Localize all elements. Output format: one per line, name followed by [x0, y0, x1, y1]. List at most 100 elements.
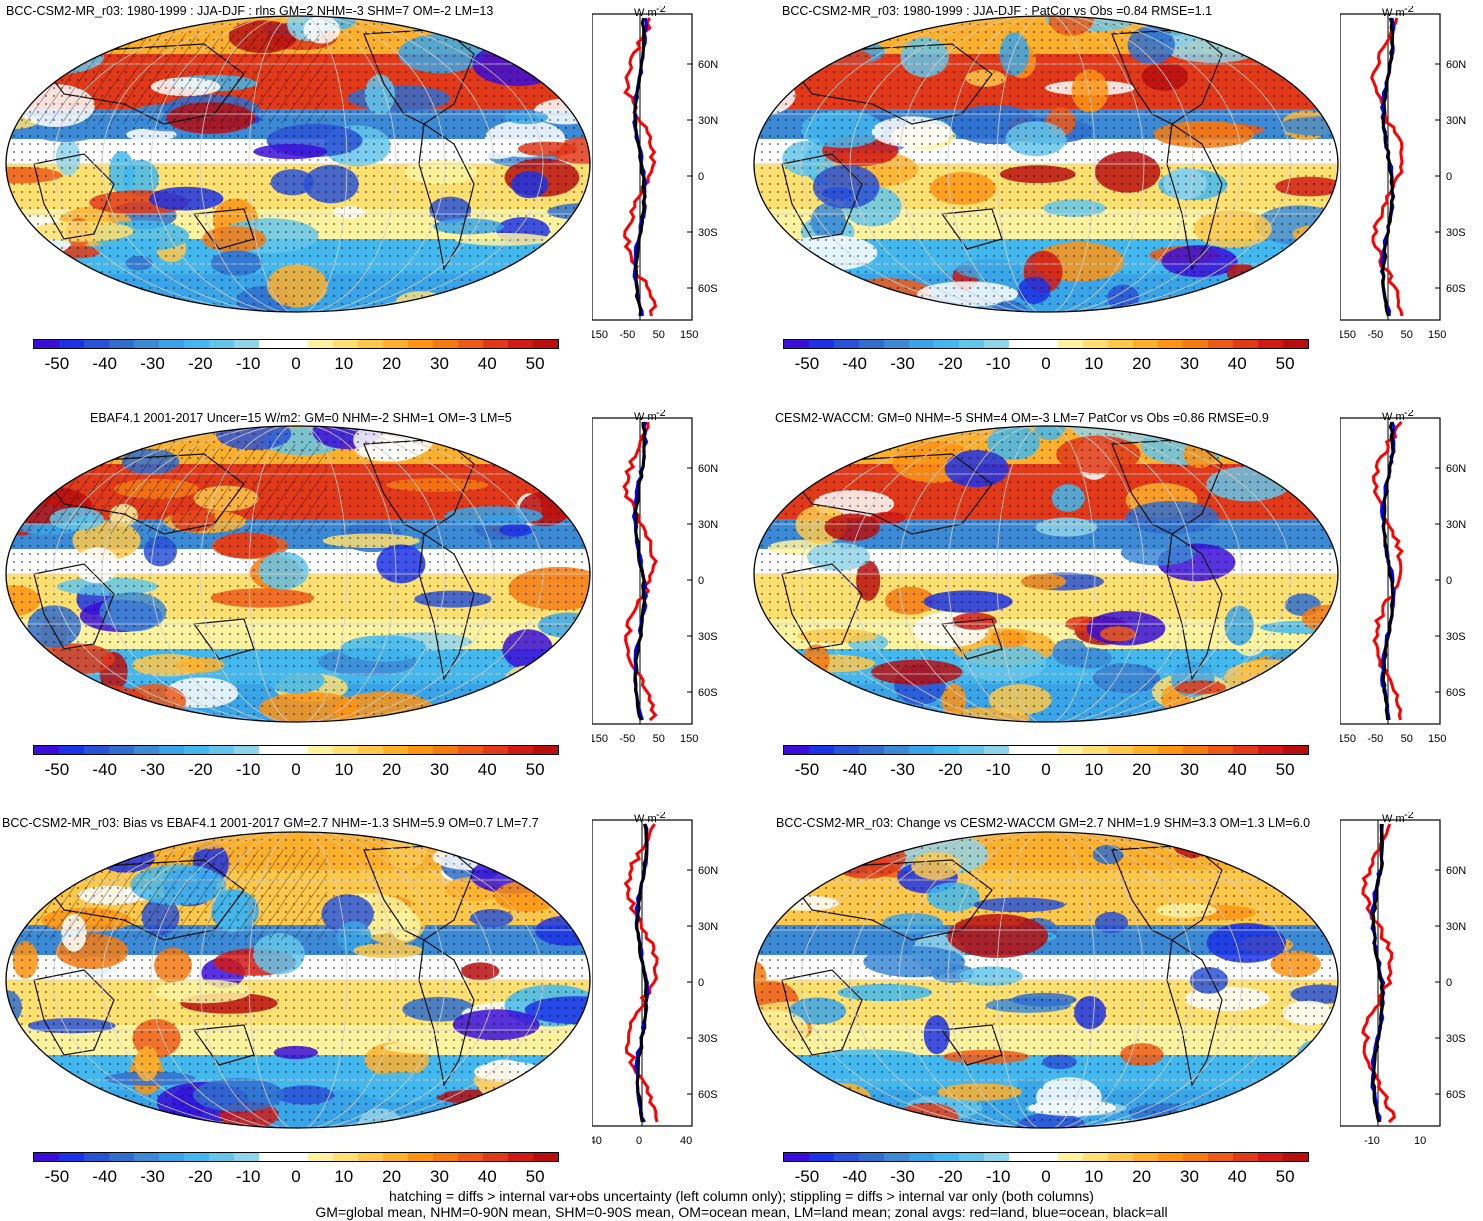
zonal-x-tick-label: -50	[619, 733, 635, 745]
colorbar-swatch	[1258, 746, 1284, 754]
colorbar-swatch	[308, 746, 334, 754]
colorbar-swatch	[1083, 340, 1109, 348]
colorbar-swatch	[1183, 1153, 1209, 1161]
colorbar-tick-label: -40	[92, 760, 118, 779]
colorbar-tick-label: -50	[44, 354, 70, 373]
colorbar-swatch	[508, 746, 534, 754]
colorbar-swatch	[333, 746, 359, 754]
colorbar-swatch	[158, 340, 184, 348]
colorbar-swatch	[1233, 1153, 1259, 1161]
colorbar-swatch	[233, 340, 259, 348]
colorbar-tick-label: 0	[291, 354, 301, 373]
colorbar-tick-label: -20	[188, 1167, 213, 1186]
colorbar-tick-label: 50	[1275, 1167, 1295, 1186]
colorbar-swatch	[308, 1153, 334, 1161]
colorbar-tick-label: 40	[477, 760, 497, 779]
latitude-tick-label: 60S	[1446, 1089, 1466, 1101]
latitude-tick-label: 60S	[1446, 687, 1466, 699]
colorbar-tick-label: 50	[1275, 354, 1295, 373]
panel-title: EBAF4.1 2001-2017 Uncer=15 W/m2: GM=0 NH…	[90, 411, 512, 425]
colorbar-swatch	[1108, 340, 1134, 348]
colorbar-tick-label: 40	[1227, 760, 1247, 779]
colorbar-swatch	[408, 1153, 434, 1161]
colorbar-swatch	[34, 1153, 59, 1161]
colorbar-tick-label: 10	[334, 1167, 354, 1186]
colorbar-swatch	[983, 746, 1009, 754]
colorbar-tick-label: 30	[1179, 760, 1199, 779]
colorbar-swatch	[908, 746, 934, 754]
colorbar-swatch	[158, 746, 184, 754]
colorbar-tick-label: -30	[890, 1167, 915, 1186]
colorbar-tick-label: 20	[1132, 1167, 1152, 1186]
colorbar-swatch	[408, 340, 434, 348]
colorbar-swatch	[58, 746, 84, 754]
latitude-tick-label: 60N	[1446, 865, 1466, 877]
colorbar-tick-label: 30	[429, 354, 449, 373]
colorbar-swatch	[1133, 1153, 1159, 1161]
colorbar-swatch	[958, 1153, 984, 1161]
colorbar-swatch	[283, 340, 309, 348]
colorbar-tick-label: 0	[291, 760, 301, 779]
colorbar-tick-label: -40	[92, 1167, 118, 1186]
zonal-mean-plot: W m-2 60N 30N 0 30S 60S -150 -50 50 150	[1340, 6, 1466, 341]
colorbar-swatch	[483, 746, 509, 754]
colorbar-swatch	[1058, 340, 1084, 348]
colorbar-swatch	[283, 1153, 309, 1161]
colorbar-swatch	[1208, 340, 1234, 348]
colorbar-swatch	[833, 746, 859, 754]
colorbar-swatch	[933, 746, 959, 754]
colorbar-swatch	[358, 340, 384, 348]
colorbar-tick-label: -50	[44, 1167, 70, 1186]
zonal-x-tick-label: 150	[680, 733, 698, 745]
colorbar-tick-label: 50	[525, 1167, 545, 1186]
colorbar-swatch	[1258, 340, 1284, 348]
zonal-x-tick-label: -150	[592, 329, 608, 341]
colorbar-swatch	[784, 1153, 809, 1161]
colorbar-swatch	[433, 340, 459, 348]
colorbar-swatch	[83, 1153, 109, 1161]
colorbar-tick-label: -30	[890, 760, 915, 779]
colorbar-tick-label: 20	[382, 760, 402, 779]
colorbar-tick-label: -20	[188, 354, 213, 373]
zonal-unit-label: W m	[1382, 7, 1405, 19]
colorbar-swatch	[1233, 746, 1259, 754]
colorbar-tick-label: -40	[92, 354, 118, 373]
colorbar-tick-label: -20	[188, 760, 213, 779]
latitude-tick-label: 60S	[698, 1089, 718, 1101]
zonal-x-tick-label: -10	[1364, 1135, 1380, 1147]
colorbar-tick-label: -50	[794, 760, 820, 779]
zonal-x-tick-label: -50	[1367, 733, 1383, 745]
colorbar-swatch	[1033, 340, 1059, 348]
colorbar-swatch	[983, 340, 1009, 348]
zonal-all-curve	[635, 823, 649, 1123]
zonal-mean-plot: W m-2 60N 30N 0 30S 60S -40 0 40	[592, 812, 718, 1147]
zonal-all-curve	[633, 17, 647, 317]
colorbar-tick-label: -10	[985, 760, 1011, 779]
colorbar-swatch	[458, 340, 484, 348]
colorbar-swatch	[1008, 340, 1034, 348]
colorbar-swatch	[108, 746, 134, 754]
colorbar-swatch	[1133, 340, 1159, 348]
colorbar-swatch	[784, 746, 809, 754]
colorbar-swatch	[133, 340, 159, 348]
panel-title: BCC-CSM2-MR_r03: 1980-1999 : JJA-DJF : r…	[6, 4, 494, 18]
world-map	[5, 425, 591, 723]
colorbar-tick-label: 30	[429, 760, 449, 779]
colorbar	[33, 745, 559, 755]
zonal-x-tick-label: 150	[680, 329, 698, 341]
colorbar-tick-label: -10	[235, 760, 261, 779]
colorbar-swatch	[383, 1153, 409, 1161]
zonal-x-tick-label: -40	[592, 1135, 602, 1147]
colorbar-tick-label: -50	[44, 760, 70, 779]
colorbar-tick-label: 0	[1041, 354, 1051, 373]
colorbar-tick-label: 40	[1227, 354, 1247, 373]
zonal-x-tick-label: -150	[1340, 733, 1356, 745]
zonal-unit-exponent: -2	[1404, 812, 1414, 821]
colorbar-tick-label: -10	[985, 354, 1011, 373]
latitude-tick-label: 30N	[698, 519, 718, 531]
zonal-x-tick-label: 50	[653, 329, 665, 341]
latitude-tick-label: 30S	[698, 631, 718, 643]
colorbar-swatch	[108, 340, 134, 348]
colorbar-tick-label: 10	[1084, 1167, 1104, 1186]
colorbar-swatch	[1158, 340, 1184, 348]
